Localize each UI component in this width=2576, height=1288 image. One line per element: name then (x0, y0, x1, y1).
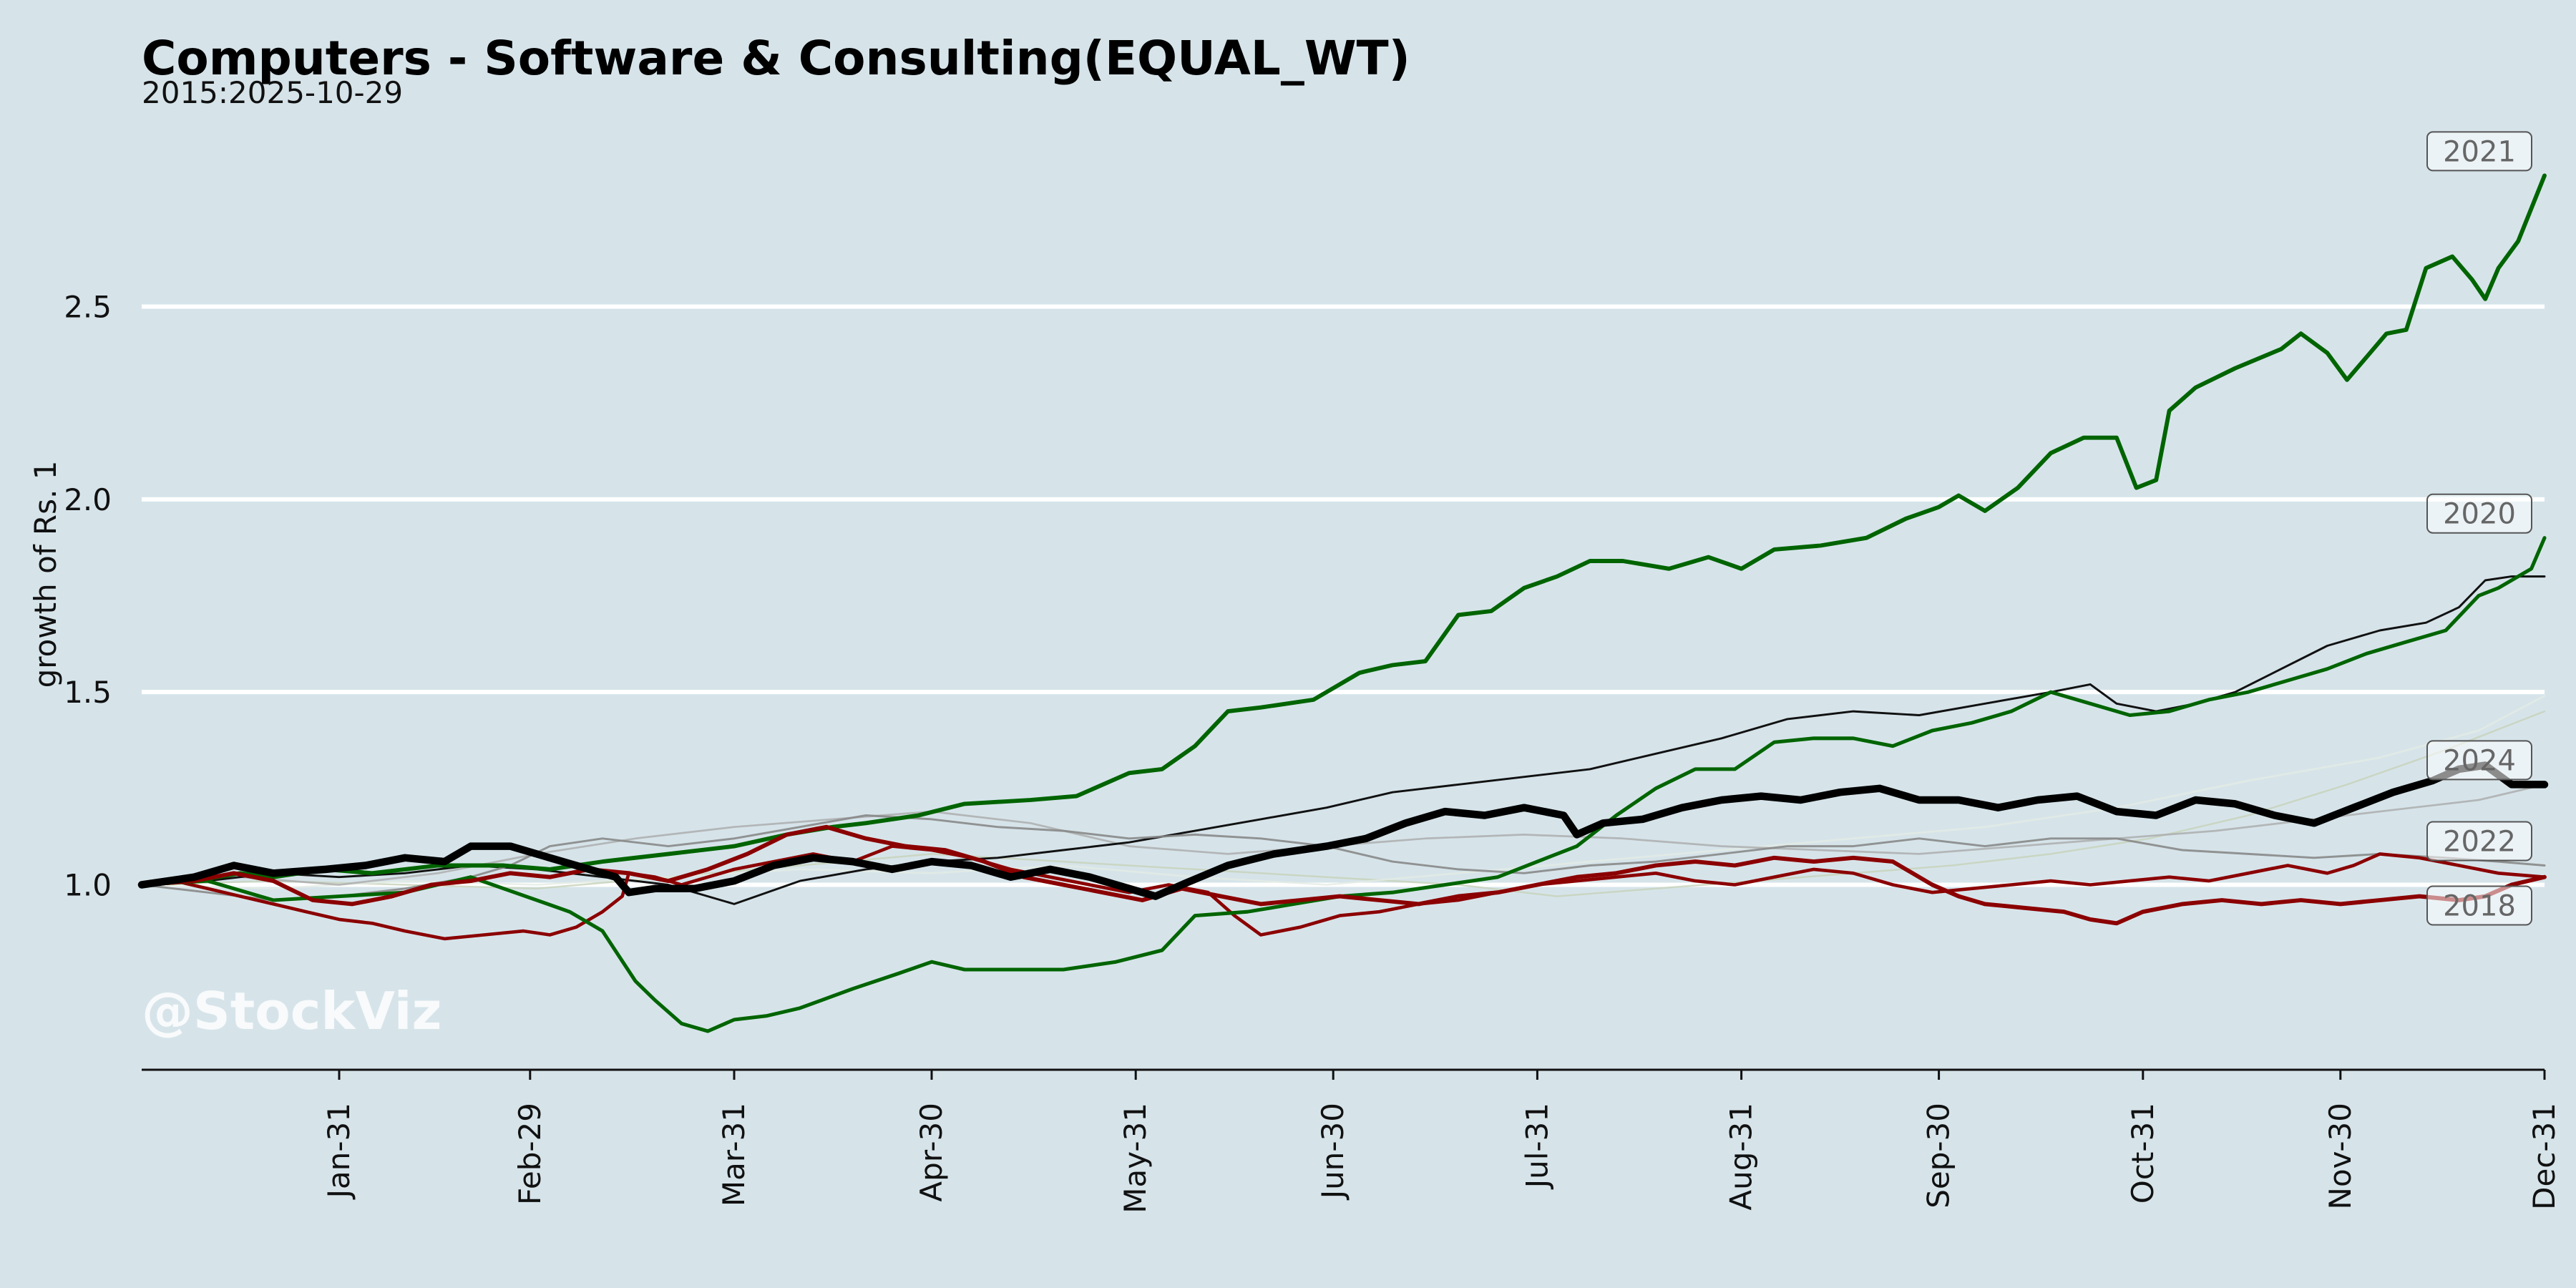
x-tick-label: May-31 (1118, 1103, 1153, 1214)
label-text: 2021 (2443, 135, 2516, 168)
series-line-2019 (140, 784, 2546, 886)
x-tick-label: Oct-31 (2125, 1103, 2160, 1204)
gridlines (142, 304, 2545, 887)
label-box (2426, 885, 2532, 926)
chart-subtitle: 2015:2025-10-29 (142, 75, 403, 110)
y-tick-label: 2.0 (64, 482, 112, 517)
x-tick-label: Jan-31 (321, 1103, 356, 1200)
series-line-2024 (137, 761, 2549, 900)
series-line-2016 (140, 695, 2546, 890)
x-tick-label: Jun-30 (1315, 1103, 1350, 1201)
y-tick-label: 1.5 (64, 675, 112, 710)
x-tick-label: Nov-30 (2323, 1103, 2358, 1209)
watermark: @StockViz (142, 981, 441, 1041)
y-axis-label: growth of Rs. 1 (28, 461, 63, 688)
series-line-2023 (140, 575, 2546, 905)
series-label-2021: 2021 (2426, 131, 2532, 172)
series-label-2018: 2018 (2426, 885, 2532, 926)
y-tick-label: 1.0 (64, 867, 112, 902)
series-label-2020: 2020 (2426, 493, 2532, 534)
label-box (2426, 131, 2532, 172)
series-line-2018 (140, 824, 2547, 926)
x-axis: Jan-31 Feb-29 Mar-31 Apr-30 May-31 Jun-30 Jul-… (142, 1068, 2562, 1214)
x-tick-label: Aug-31 (1724, 1103, 1759, 1211)
series-lines (137, 173, 2549, 1033)
label-box (2426, 493, 2532, 534)
label-text: 2020 (2443, 498, 2516, 531)
series-line-2021 (140, 173, 2547, 887)
x-tick-label: Jul-31 (1519, 1103, 1554, 1190)
x-tick-label: Apr-30 (914, 1103, 949, 1202)
series-line-2020 (140, 536, 2547, 1033)
x-tick-label: Feb-29 (512, 1103, 547, 1205)
x-tick-label: Mar-31 (716, 1103, 751, 1206)
y-tick-label: 2.5 (64, 290, 112, 325)
chart-title: Computers - Software & Consulting(EQUAL_… (142, 31, 1410, 86)
label-text: 2022 (2443, 826, 2516, 859)
series-labels: 2021 2020 2024 2022 2018 (2426, 131, 2532, 926)
label-text: 2018 (2443, 890, 2516, 923)
label-box (2426, 740, 2532, 781)
series-label-2024: 2024 (2426, 740, 2532, 781)
series-label-2022: 2022 (2426, 821, 2532, 862)
label-text: 2024 (2443, 744, 2516, 777)
label-box (2426, 821, 2532, 862)
series-line-2025 (140, 844, 2547, 941)
x-tick-label: Dec-31 (2527, 1103, 2562, 1210)
x-tick-label: Sep-30 (1921, 1103, 1956, 1209)
y-axis: 1.0 1.5 2.0 2.5 (64, 290, 112, 903)
